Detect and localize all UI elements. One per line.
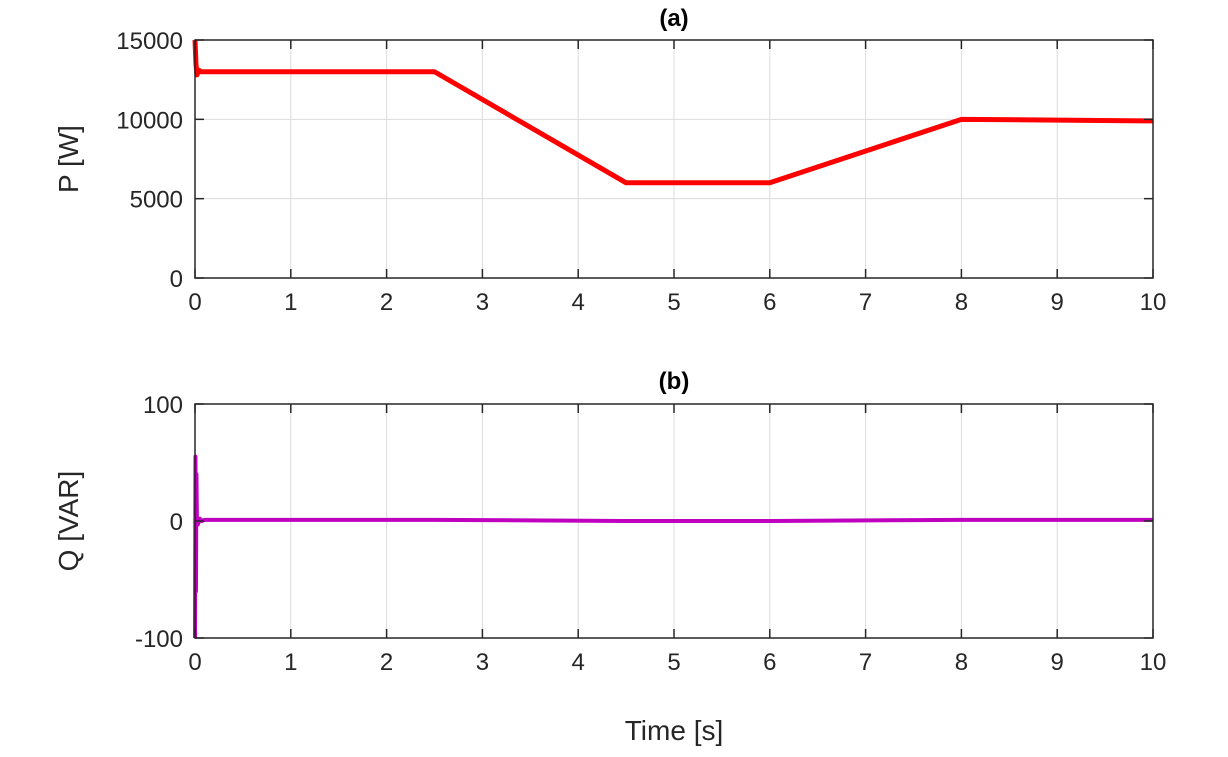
x-tick-label-b: 1 [284, 649, 297, 676]
series-line-b [193, 454, 1153, 639]
y-tick-label-a: 0 [170, 266, 183, 293]
x-tick-label-b: 9 [1051, 649, 1064, 676]
panel-a-title: (a) [659, 5, 688, 32]
panel-b-xlabel: Time [s] [625, 715, 724, 746]
panel-b-ylabel: Q [VAR] [53, 471, 84, 572]
x-tick-label-b: 5 [667, 649, 680, 676]
x-tick-label-b: 10 [1140, 649, 1167, 676]
series-b [193, 454, 1153, 639]
x-tick-label-b: 7 [859, 649, 872, 676]
y-tick-label-a: 10000 [116, 107, 183, 134]
ticks-a: 0 1 2 3 4 5 6 7 8 9 10 0 5000 10000 15000 [116, 28, 1166, 316]
x-tick-label-b: 3 [476, 649, 489, 676]
series-a [192, 39, 1154, 186]
x-tick-label-a: 9 [1051, 289, 1064, 316]
x-tick-label-a: 10 [1140, 289, 1167, 316]
x-tick-label-a: 0 [188, 289, 201, 316]
x-tick-label-a: 1 [284, 289, 297, 316]
y-tick-label-a: 15000 [116, 28, 183, 55]
x-tick-label-a: 5 [667, 289, 680, 316]
y-tick-label-b: 0 [170, 509, 183, 536]
y-tick-label-b: -100 [135, 626, 183, 653]
panel-a: 0 1 2 3 4 5 6 7 8 9 10 0 5000 10000 15000 (a) P [W] [53, 5, 1166, 316]
y-tick-label-a: 5000 [130, 187, 183, 214]
x-tick-label-b: 6 [763, 649, 776, 676]
x-tick-label-a: 3 [476, 289, 489, 316]
x-tick-label-a: 4 [572, 289, 585, 316]
x-tick-label-b: 0 [188, 649, 201, 676]
x-tick-label-b: 2 [380, 649, 393, 676]
x-tick-label-a: 6 [763, 289, 776, 316]
x-tick-label-a: 2 [380, 289, 393, 316]
y-tick-label-b: 100 [143, 392, 183, 419]
series-line-a [192, 39, 1154, 186]
panel-a-ylabel: P [W] [53, 125, 84, 193]
x-tick-label-a: 7 [859, 289, 872, 316]
x-tick-label-b: 4 [572, 649, 585, 676]
grid-a [194, 39, 1154, 279]
x-tick-label-a: 8 [955, 289, 968, 316]
x-tick-label-b: 8 [955, 649, 968, 676]
panel-b-title: (b) [659, 368, 690, 395]
